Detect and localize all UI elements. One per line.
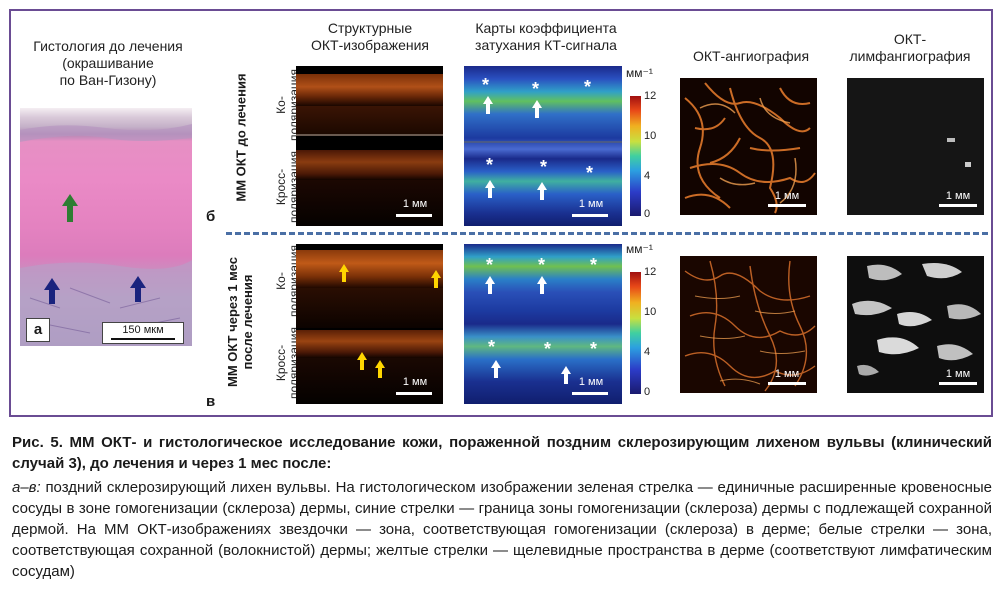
- lymph-header-line1: ОКТ-: [893, 31, 927, 47]
- histology-title: Гистология до лечения (окрашивание по Ва…: [18, 38, 198, 89]
- lymphangiography-after: 1 мм: [847, 256, 984, 393]
- attenuation-map-before: * * * * * * 1 мм: [464, 66, 622, 226]
- panel-letter-b: б: [206, 208, 216, 225]
- angiography-before: 1 мм: [680, 78, 817, 215]
- yellow-arrow-3: [357, 352, 367, 370]
- colorbar-top-tick-0: 0: [644, 208, 651, 220]
- blue-arrow-left: [44, 278, 60, 304]
- blue-arrow-right: [130, 276, 146, 302]
- angiography-header: ОКТ-ангиография: [692, 48, 810, 64]
- row-label-before: ММ ОКТ до лечения: [233, 73, 249, 202]
- scalebar-structural-before: 1 мм: [402, 198, 428, 210]
- scalebar-angiography-before: 1 мм: [774, 190, 800, 202]
- structural-header-line2: ОКТ-изображения: [310, 37, 429, 53]
- panel-letter-v: в: [206, 393, 216, 410]
- lymphangiography-before: 1 мм: [847, 78, 984, 215]
- structural-oct-before: 1 мм: [296, 66, 443, 226]
- white-arrow-5: [485, 276, 495, 294]
- colorbar-bottom-tick-0: 0: [644, 386, 651, 398]
- colorbar-top-tick-12: 12: [644, 90, 657, 102]
- colorbar-bottom-tick-10: 10: [644, 306, 657, 318]
- colorbar-top-tick-10: 10: [644, 130, 657, 142]
- histology-image: а 150 мкм: [20, 108, 192, 346]
- lymph-header: ОКТ- лимфангиография: [840, 31, 980, 65]
- histology-scalebar: 150 мкм: [102, 322, 184, 344]
- scalebar-attenuation-after: 1 мм: [578, 376, 604, 388]
- white-arrow-3: [485, 180, 495, 198]
- scalebar-lymph-after: 1 мм: [945, 368, 971, 380]
- row-label-after: ММ ОКТ через 1 мес после лечения: [225, 252, 255, 392]
- lymph-header-line2: лимфангиография: [849, 48, 971, 64]
- yellow-arrow-4: [375, 360, 385, 378]
- structural-oct-after: 1 мм: [296, 244, 443, 404]
- white-arrow-2: [532, 100, 542, 118]
- white-arrow-6: [537, 276, 547, 294]
- histology-title-line1: Гистология до лечения: [33, 38, 183, 54]
- scalebar-attenuation-before: 1 мм: [578, 198, 604, 210]
- scalebar-angiography-after: 1 мм: [774, 368, 800, 380]
- histology-scalebar-label: 150 мкм: [122, 324, 164, 336]
- histology-letter-box: а: [26, 318, 50, 342]
- white-arrow-4: [537, 182, 547, 200]
- row-separator: [226, 232, 988, 235]
- green-arrow: [62, 194, 78, 222]
- colorbar-top: [630, 96, 641, 216]
- yellow-arrow-2: [431, 270, 441, 288]
- caption-title: Рис. 5. ММ ОКТ- и гистологическое исслед…: [12, 434, 992, 472]
- colorbar-unit-bottom: мм⁻¹: [626, 242, 653, 256]
- row-label-after-line2: после лечения: [240, 274, 255, 370]
- colorbar-bottom-tick-4: 4: [644, 346, 651, 358]
- white-arrow-8: [561, 366, 571, 384]
- attenuation-map-after: * * * * * * 1 мм: [464, 244, 622, 404]
- caption-body-italic: а–в:: [12, 479, 41, 496]
- colorbar-bottom: [630, 272, 641, 394]
- colorbar-bottom-tick-12: 12: [644, 266, 657, 278]
- scalebar-structural-after: 1 мм: [402, 376, 428, 388]
- histology-title-line2: (окрашивание: [62, 55, 154, 71]
- colorbar-top-tick-4: 4: [644, 170, 651, 182]
- white-arrow-1: [483, 96, 493, 114]
- scalebar-lymph-before: 1 мм: [945, 190, 971, 202]
- attenuation-header-line1: Карты коэффициента: [475, 20, 617, 36]
- histology-title-line3: по Ван-Гизону): [59, 72, 157, 88]
- white-arrow-7: [491, 360, 501, 378]
- figure-frame: [9, 9, 993, 417]
- row-label-after-line1: ММ ОКТ через 1 мес: [225, 257, 240, 387]
- structural-header-line1: Структурные: [327, 20, 413, 36]
- colorbar-unit-top: мм⁻¹: [626, 66, 653, 80]
- yellow-arrow-1: [339, 264, 349, 282]
- structural-header: Структурные ОКТ-изображения: [300, 20, 440, 54]
- angiography-after: 1 мм: [680, 256, 817, 393]
- caption-body: а–в: поздний склерозирующий лихен вульвы…: [12, 477, 992, 582]
- caption-body-text: поздний склерозирующий лихен вульвы. На …: [12, 479, 992, 580]
- attenuation-header-line2: затухания КТ-сигнала: [475, 37, 617, 53]
- attenuation-header: Карты коэффициента затухания КТ-сигнала: [456, 20, 636, 54]
